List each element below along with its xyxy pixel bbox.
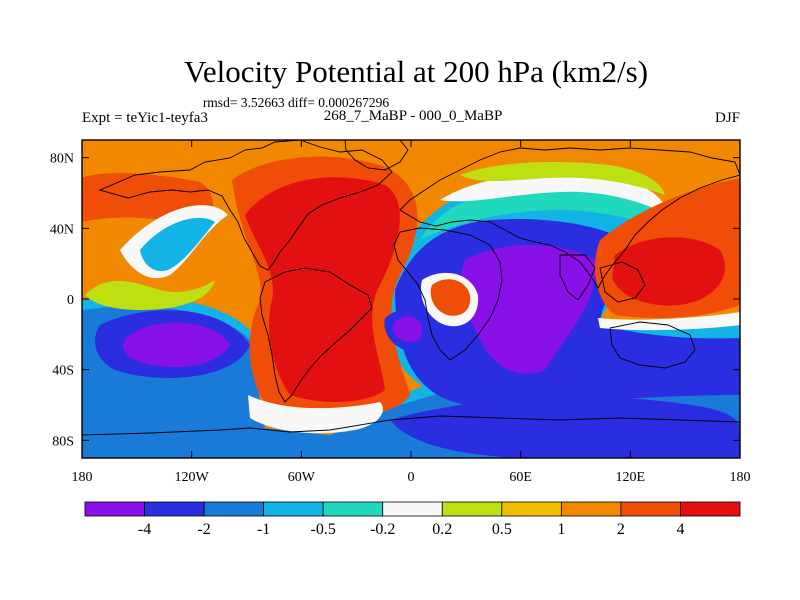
- colorbar-level-label: 2: [617, 521, 625, 538]
- colorbar-swatch: [382, 501, 443, 517]
- field-pacific-cyan-band: [140, 217, 215, 272]
- y-axis: 80N 40N 0 40S 80S: [50, 152, 740, 449]
- y-tick-label: 40S: [52, 364, 74, 379]
- colorbar-swatch: [84, 501, 145, 517]
- season-label: DJF: [715, 110, 740, 126]
- colorbar-level-label: -1: [257, 521, 270, 538]
- field-eurasian-low-core: [460, 245, 596, 374]
- x-tick-label: 120E: [616, 470, 646, 485]
- colorbar: -4 -2 -1 -0.5 -0.2 0.2 0.5 1 2 4: [84, 501, 741, 538]
- colorbar-swatch: [144, 501, 205, 517]
- outline-south-america: [259, 267, 373, 403]
- outline-eurasia: [399, 147, 740, 289]
- colorbar-level-label: 1: [557, 521, 565, 538]
- outline-antarctica: [82, 415, 740, 436]
- colorbar-level-label: 0.5: [492, 521, 512, 538]
- colorbar-level-label: -4: [138, 521, 151, 538]
- y-tick-label: 80N: [50, 152, 74, 167]
- y-tick-label: 80S: [52, 434, 74, 449]
- map-plot-area: [82, 140, 740, 458]
- x-tick-label: 120W: [175, 470, 210, 485]
- colorbar-swatch: [560, 501, 622, 517]
- colorbar-swatch: [322, 501, 384, 517]
- chart-stats-label: rmsd= 3.52663 diff= 0.000267296: [203, 95, 390, 110]
- outline-africa: [393, 227, 503, 361]
- continent-outlines: [82, 140, 740, 436]
- experiment-label: Expt = teYic1-teyfa3: [82, 110, 208, 126]
- x-tick-label: 180: [72, 470, 93, 485]
- field-north-yellow-band: [460, 162, 665, 195]
- x-axis: 180 120W 60W 0 60E 120E 180: [72, 140, 751, 485]
- field-west-pacific-white-edge: [598, 312, 740, 331]
- field-atlantic-low-core: [393, 316, 423, 342]
- colorbar-level-label: -0.5: [311, 521, 336, 538]
- colorbar-swatch: [203, 501, 265, 517]
- x-tick-label: 60W: [288, 470, 316, 485]
- period-difference-label: 268_7_MaBP - 000_0_MaBP: [324, 108, 503, 124]
- y-tick-label: 40N: [50, 222, 74, 237]
- chart-title: Velocity Potential at 200 hPa (km2/s): [184, 54, 648, 89]
- outline-greenland: [344, 140, 409, 171]
- field-americas-high: [245, 177, 400, 402]
- outline-north-america: [98, 140, 393, 271]
- field-west-pacific-high: [612, 237, 726, 306]
- field-north-white-band: [440, 173, 668, 215]
- outline-australia: [609, 321, 696, 369]
- field-africa-pocket: [430, 279, 471, 316]
- x-tick-label: 0: [408, 470, 415, 485]
- colorbar-level-label: 0.2: [432, 521, 452, 538]
- field-antarctic-low: [390, 396, 740, 458]
- colorbar-level-label: -0.2: [370, 521, 395, 538]
- colorbar-swatch: [441, 501, 503, 517]
- x-tick-label: 60E: [509, 470, 532, 485]
- colorbar-swatch: [680, 501, 741, 517]
- colorbar-swatch: [620, 501, 681, 517]
- x-tick-label: 180: [730, 470, 751, 485]
- outline-southeast-asia: [599, 261, 646, 303]
- colorbar-swatch: [501, 501, 562, 517]
- colorbar-level-label: 4: [676, 521, 684, 538]
- colorbar-level-label: -2: [197, 521, 210, 538]
- outline-india: [559, 254, 596, 301]
- y-tick-label: 0: [67, 293, 74, 308]
- field-americas-white-edge: [248, 395, 383, 434]
- field-south-pacific-core: [123, 322, 230, 368]
- field-pacific-yellow-band: [85, 280, 215, 310]
- colorbar-swatch: [263, 501, 324, 517]
